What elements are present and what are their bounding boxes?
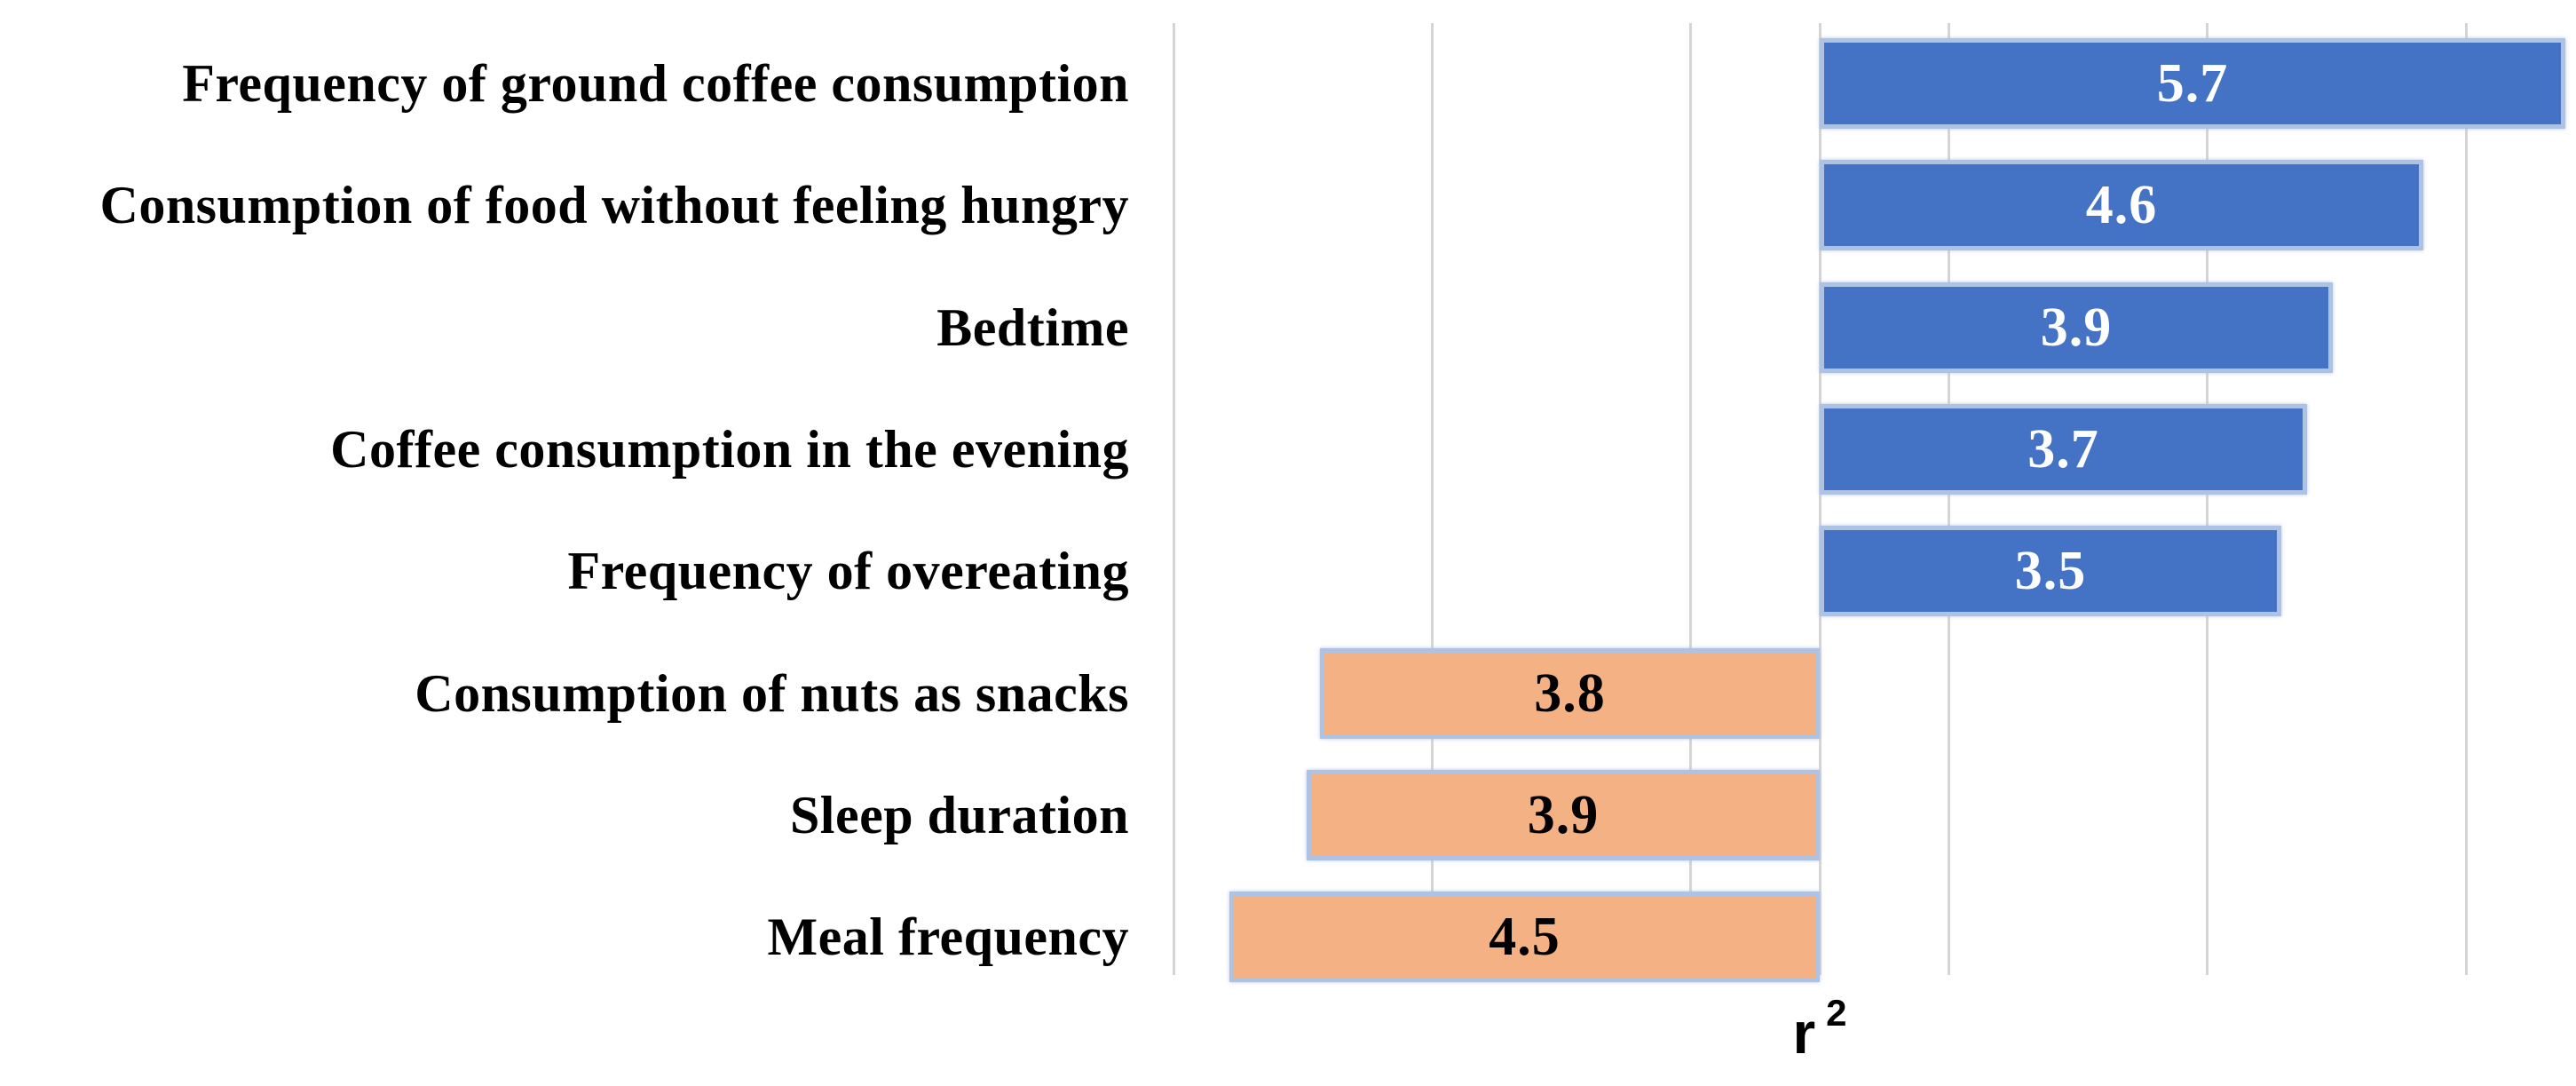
gridline [1172, 23, 1175, 975]
category-label: Consumption of nuts as snacks [415, 663, 1129, 723]
x-axis-title-superscript: 2 [1826, 992, 1847, 1034]
gridline [1430, 23, 1434, 975]
category-label: Meal frequency [767, 907, 1129, 966]
gridline [2206, 23, 2209, 975]
category-label: Coffee consumption in the evening [330, 419, 1129, 479]
bar-left: 3.8 [1320, 648, 1820, 739]
gridline [1948, 23, 1951, 975]
bar-value-label: 3.7 [2027, 418, 2099, 480]
category-label: Bedtime [936, 297, 1129, 357]
category-label: Frequency of overeating [567, 541, 1129, 600]
bar-right: 3.9 [1820, 282, 2333, 373]
gridline [2464, 23, 2468, 975]
bar-value-label: 4.6 [2085, 174, 2158, 235]
x-axis-title: r 2 [1792, 993, 1846, 1073]
category-axis-line [1818, 23, 1821, 975]
bar-value-label: 3.8 [1534, 662, 1606, 724]
bar-left: 3.9 [1307, 770, 1820, 860]
category-label: Consumption of food without feeling hung… [99, 175, 1129, 234]
bar-value-label: 5.7 [2156, 52, 2229, 114]
bar-value-label: 3.5 [2014, 540, 2087, 601]
bar-value-label: 3.9 [1527, 784, 1600, 845]
category-label: Frequency of ground coffee consumption [182, 53, 1129, 113]
bar-left: 4.5 [1229, 892, 1820, 982]
category-label: Sleep duration [789, 785, 1129, 844]
x-axis-title-base: r [1792, 1000, 1816, 1066]
gridline [1688, 23, 1692, 975]
bar-right: 4.6 [1820, 160, 2423, 250]
bar-right: 3.7 [1820, 404, 2307, 495]
bar-right: 5.7 [1820, 38, 2565, 129]
bar-value-label: 4.5 [1489, 906, 1561, 967]
bar-value-label: 3.9 [2040, 297, 2113, 358]
bar-right: 3.5 [1820, 526, 2281, 616]
